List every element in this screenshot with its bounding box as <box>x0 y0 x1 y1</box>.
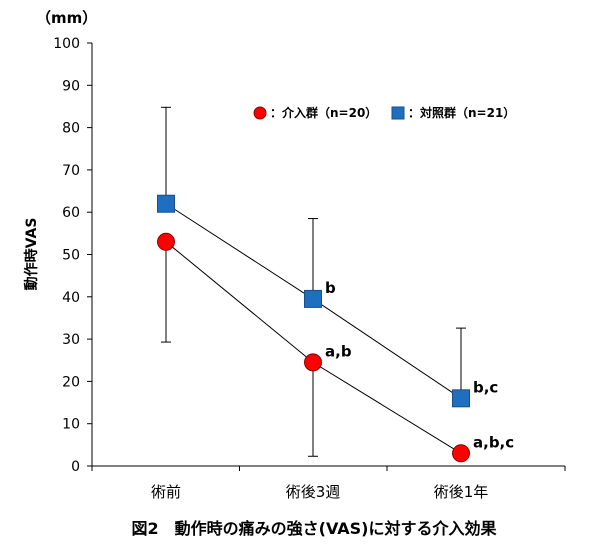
legend-marker-square <box>391 106 405 120</box>
legend-label: ：対照群（n=21） <box>408 105 515 120</box>
y-tick-label: 80 <box>62 121 80 137</box>
y-unit-label: （mm） <box>36 9 97 27</box>
y-tick-label: 10 <box>62 417 80 433</box>
data-point-label: b <box>325 279 336 297</box>
y-tick-label: 0 <box>71 459 80 475</box>
data-point-circle <box>452 444 470 463</box>
y-tick-label: 90 <box>62 78 80 94</box>
data-point-circle <box>304 353 322 372</box>
data-point-label: a,b <box>325 342 352 360</box>
x-category-label: 術前 <box>151 483 181 501</box>
y-tick-label: 20 <box>62 374 80 390</box>
y-tick-label: 40 <box>62 290 80 306</box>
data-point-circle <box>157 232 175 251</box>
x-category-label: 術後1年 <box>434 483 489 501</box>
data-point-square <box>157 194 175 213</box>
y-tick-label: 100 <box>53 36 80 52</box>
data-point-square <box>304 289 322 308</box>
legend-label: ：介入群（n=20） <box>270 105 377 120</box>
plot-area: 0 10 20 30 40 50 60 70 80 90 100 術前 術後3週 術後1年 a,b a,b,c… <box>53 36 566 501</box>
y-axis-label: 動作時VAS <box>23 218 40 291</box>
x-category-label: 術後3週 <box>286 483 341 501</box>
y-tick-label: 50 <box>62 248 80 264</box>
legend-marker-circle <box>253 106 267 120</box>
y-tick-label: 70 <box>62 163 80 179</box>
y-tick-label: 60 <box>62 205 80 221</box>
y-tick-label: 30 <box>62 332 80 348</box>
data-point-label: b,c <box>473 378 498 396</box>
data-point-square <box>452 389 470 408</box>
data-point-label: a,b,c <box>473 433 514 451</box>
chart-caption: 図2 動作時の痛みの強さ(VAS)に対する介入効果 <box>132 519 497 538</box>
